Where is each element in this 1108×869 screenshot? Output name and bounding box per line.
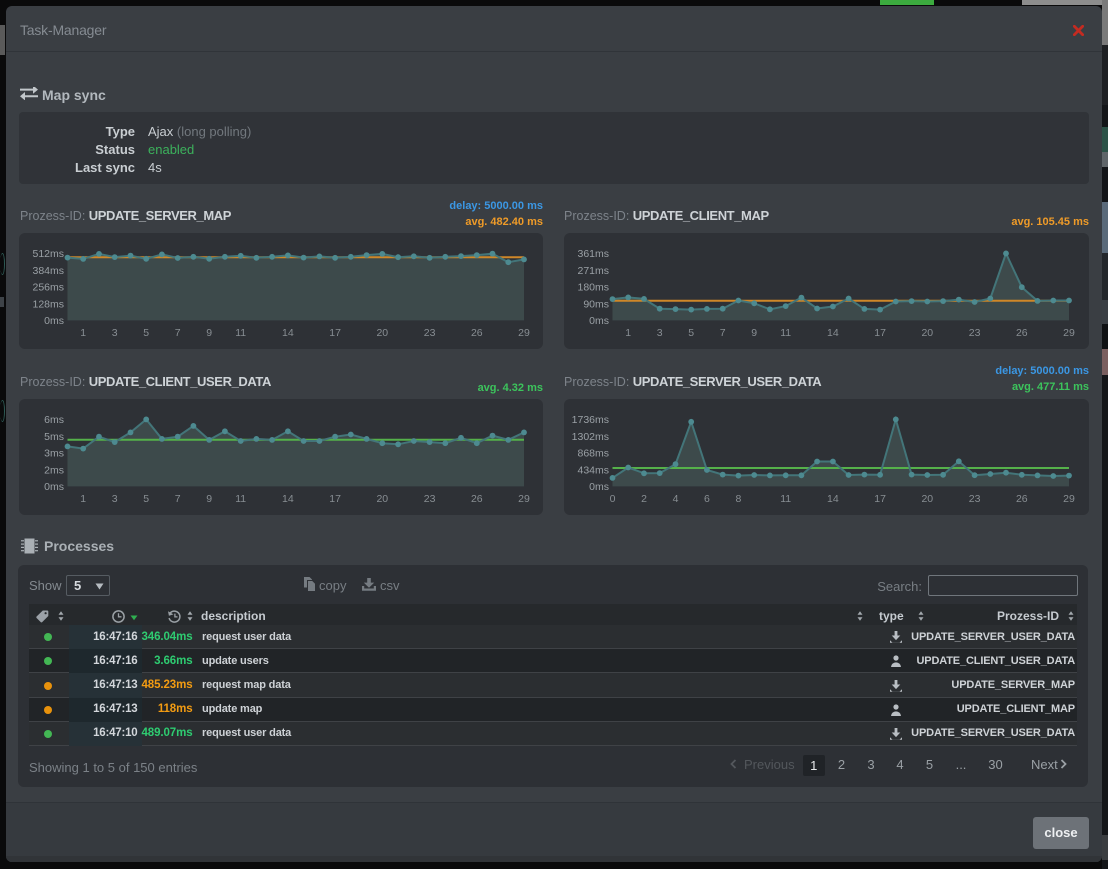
svg-text:512ms: 512ms (32, 248, 64, 260)
svg-text:1736ms: 1736ms (572, 414, 609, 426)
svg-text:5: 5 (143, 327, 149, 339)
svg-text:23: 23 (424, 327, 436, 339)
svg-text:128ms: 128ms (32, 299, 64, 311)
svg-text:3: 3 (112, 327, 118, 339)
svg-text:9: 9 (206, 493, 212, 505)
svg-text:1: 1 (80, 493, 86, 505)
svg-text:2: 2 (641, 493, 647, 505)
svg-text:23: 23 (969, 493, 981, 505)
svg-text:0ms: 0ms (44, 481, 64, 493)
svg-text:29: 29 (1063, 327, 1075, 339)
svg-text:29: 29 (1063, 493, 1075, 505)
svg-text:11: 11 (235, 493, 246, 505)
svg-text:20: 20 (921, 493, 933, 505)
svg-text:20: 20 (376, 493, 388, 505)
svg-text:26: 26 (471, 493, 483, 505)
svg-text:14: 14 (282, 327, 294, 339)
svg-text:20: 20 (921, 327, 933, 339)
svg-text:3: 3 (657, 327, 663, 339)
svg-text:9: 9 (751, 327, 757, 339)
svg-text:26: 26 (471, 327, 483, 339)
svg-text:26: 26 (1016, 327, 1028, 339)
svg-text:7: 7 (175, 327, 181, 339)
svg-text:5: 5 (143, 493, 149, 505)
svg-text:868ms: 868ms (577, 448, 609, 460)
svg-text:1: 1 (80, 327, 86, 339)
svg-text:11: 11 (235, 327, 246, 339)
svg-text:0ms: 0ms (589, 481, 609, 493)
svg-text:4: 4 (673, 493, 679, 505)
svg-text:0ms: 0ms (589, 315, 609, 327)
svg-text:0ms: 0ms (44, 315, 64, 327)
svg-text:6: 6 (704, 493, 710, 505)
svg-text:20: 20 (376, 327, 388, 339)
svg-text:3ms: 3ms (44, 448, 64, 460)
svg-text:5: 5 (688, 327, 694, 339)
svg-text:29: 29 (518, 493, 530, 505)
svg-text:14: 14 (827, 327, 839, 339)
svg-text:6ms: 6ms (44, 414, 64, 426)
svg-text:26: 26 (1016, 493, 1028, 505)
svg-text:23: 23 (424, 493, 436, 505)
svg-text:2ms: 2ms (44, 465, 64, 477)
svg-text:17: 17 (874, 327, 886, 339)
svg-text:8: 8 (735, 493, 741, 505)
svg-text:361ms: 361ms (577, 248, 609, 260)
svg-text:271ms: 271ms (577, 265, 609, 277)
svg-text:11: 11 (780, 493, 791, 505)
svg-text:14: 14 (827, 493, 839, 505)
svg-text:256ms: 256ms (32, 282, 64, 294)
svg-text:7: 7 (175, 493, 181, 505)
svg-text:3: 3 (112, 493, 118, 505)
svg-text:17: 17 (874, 493, 886, 505)
svg-text:17: 17 (329, 327, 341, 339)
svg-text:1: 1 (625, 327, 631, 339)
svg-text:14: 14 (282, 493, 294, 505)
svg-text:180ms: 180ms (577, 282, 609, 294)
svg-text:5ms: 5ms (44, 431, 64, 443)
svg-text:29: 29 (518, 327, 530, 339)
svg-text:7: 7 (720, 327, 726, 339)
svg-text:11: 11 (780, 327, 791, 339)
svg-text:17: 17 (329, 493, 341, 505)
svg-text:9: 9 (206, 327, 212, 339)
svg-text:1302ms: 1302ms (572, 431, 609, 443)
svg-text:90ms: 90ms (583, 299, 609, 311)
svg-text:23: 23 (969, 327, 981, 339)
svg-text:0: 0 (610, 493, 616, 505)
svg-text:384ms: 384ms (32, 265, 64, 277)
svg-text:434ms: 434ms (577, 465, 609, 477)
